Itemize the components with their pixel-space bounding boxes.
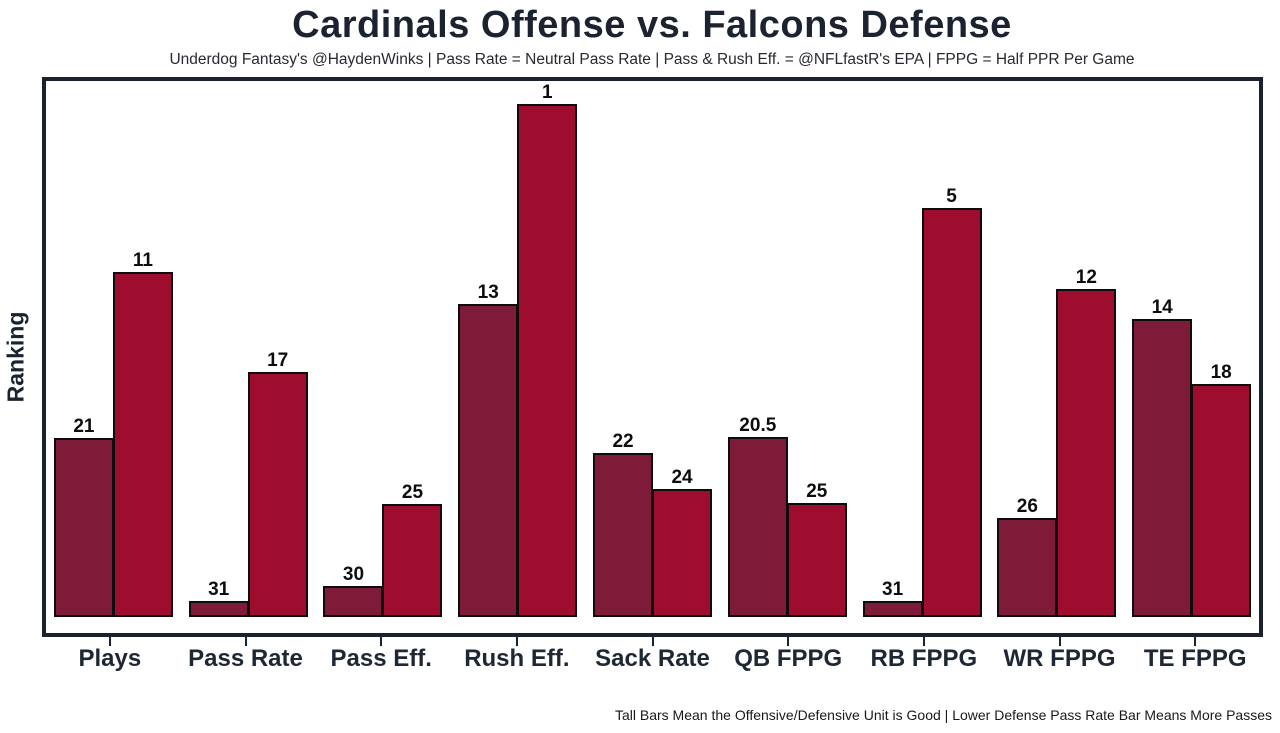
x-tick-cell — [585, 637, 721, 646]
bar-value-label: 31 — [208, 579, 230, 600]
bar-value-label: 20.5 — [739, 415, 777, 436]
x-tick-mark — [1194, 637, 1197, 646]
bar-group: 31 5 — [855, 81, 990, 633]
x-tick-mark — [922, 637, 925, 646]
bar-group: 20.5 25 — [720, 81, 855, 633]
x-axis-category-label: TE FPPG — [1143, 645, 1247, 672]
chart-title: Cardinals Offense vs. Falcons Defense — [292, 4, 1012, 46]
bar-defense: 25 — [786, 481, 847, 617]
x-tick-mark — [380, 637, 383, 646]
x-tick-mark — [108, 637, 111, 646]
bar-value-label: 21 — [73, 416, 95, 437]
bar-value-label: 30 — [342, 564, 365, 585]
x-axis-category-label: Pass Rate — [188, 645, 303, 672]
bar-defense: 25 — [382, 482, 443, 617]
bar-value-label: 5 — [946, 186, 957, 207]
y-axis-label: Ranking — [2, 311, 29, 403]
bar-pair: 22 24 — [585, 431, 720, 617]
bar-group: 21 11 — [46, 81, 181, 633]
bar-offense: 30 — [323, 564, 384, 617]
bar-value-label: 1 — [541, 82, 553, 103]
bar-pair: 20.5 25 — [720, 415, 855, 617]
bar-defense: 17 — [247, 350, 308, 617]
bar-pair: 31 5 — [855, 186, 990, 617]
x-tick-cell — [313, 637, 449, 646]
bar-value-label: 17 — [267, 350, 289, 371]
x-axis-ticks — [42, 637, 1263, 646]
bar-pair: 21 11 — [46, 250, 181, 617]
bar-value-label: 12 — [1075, 267, 1097, 288]
x-axis-category-label: RB FPPG — [870, 645, 978, 672]
bar-value-label: 22 — [612, 431, 634, 452]
bar-defense: 12 — [1056, 267, 1117, 617]
chart-subtitle: Underdog Fantasy's @HaydenWinks | Pass R… — [169, 51, 1135, 68]
x-axis-category-label: Sack Rate — [595, 645, 710, 672]
x-tick-mark — [787, 637, 790, 646]
bar-group: 31 17 — [181, 81, 316, 633]
bar-pair: 30 25 — [316, 482, 451, 617]
bar-value-label: 24 — [671, 467, 693, 488]
x-tick-mark — [244, 637, 247, 646]
bar-group: 30 25 — [316, 81, 451, 633]
bar-offense: 31 — [188, 579, 249, 617]
x-tick-mark — [651, 637, 654, 646]
bar-group: 14 18 — [1124, 81, 1259, 633]
x-tick-cell — [178, 637, 314, 646]
bar-defense: 24 — [652, 467, 713, 617]
plot-area: 21 11 31 17 30 25 13 1 22 24 20.5 25 31 5 26 12 14 18 — [42, 77, 1263, 637]
bar-pair: 13 1 — [450, 82, 585, 617]
x-axis-category-label: Pass Eff. — [330, 645, 432, 672]
x-tick-cell — [42, 637, 178, 646]
bar-value-label: 14 — [1151, 297, 1173, 318]
x-tick-cell — [449, 637, 585, 646]
bar-value-label: 13 — [477, 282, 499, 303]
chart-footnote: Tall Bars Mean the Offensive/Defensive U… — [614, 707, 1272, 723]
x-tick-mark — [515, 637, 518, 646]
x-tick-cell — [1127, 637, 1263, 646]
bar-value-label: 31 — [882, 579, 904, 600]
bar-offense: 31 — [862, 579, 923, 617]
bar-offense: 22 — [593, 431, 654, 617]
bar-value-label: 18 — [1210, 362, 1232, 383]
bar-offense: 13 — [458, 282, 519, 617]
bar-group: 26 12 — [989, 81, 1124, 633]
x-tick-cell — [992, 637, 1128, 646]
x-tick-mark — [1058, 637, 1061, 646]
x-tick-cell — [720, 637, 856, 646]
bar-defense: 1 — [517, 82, 578, 617]
bar-defense: 11 — [112, 250, 173, 617]
bar-pair: 14 18 — [1124, 297, 1259, 617]
bar-value-label: 26 — [1016, 496, 1038, 517]
bar-defense: 18 — [1191, 362, 1252, 617]
bar-value-label: 25 — [401, 482, 424, 503]
x-axis-labels: Plays Pass Rate Pass Eff. Rush Eff. Sack Rat… — [42, 645, 1263, 673]
x-axis-category-label: Rush Eff. — [464, 645, 570, 672]
bar-offense: 14 — [1132, 297, 1193, 617]
bar-groups: 21 11 31 17 30 25 13 1 22 24 20.5 25 31 5 26 12 14 18 — [46, 81, 1259, 633]
bar-offense: 26 — [997, 496, 1058, 617]
bar-group: 13 1 — [450, 81, 585, 633]
bar-value-label: 11 — [132, 250, 153, 271]
x-axis-category-label: WR FPPG — [1003, 645, 1116, 672]
x-axis-category-label: Plays — [78, 645, 142, 672]
bar-defense: 5 — [921, 186, 982, 617]
bar-offense: 21 — [53, 416, 114, 617]
bar-pair: 31 17 — [181, 350, 316, 617]
bar-group: 22 24 — [585, 81, 720, 633]
x-axis-category-label: QB FPPG — [734, 645, 843, 672]
bar-pair: 26 12 — [989, 267, 1124, 617]
bar-value-label: 25 — [806, 481, 828, 502]
bar-offense: 20.5 — [727, 415, 788, 617]
x-tick-cell — [856, 637, 992, 646]
